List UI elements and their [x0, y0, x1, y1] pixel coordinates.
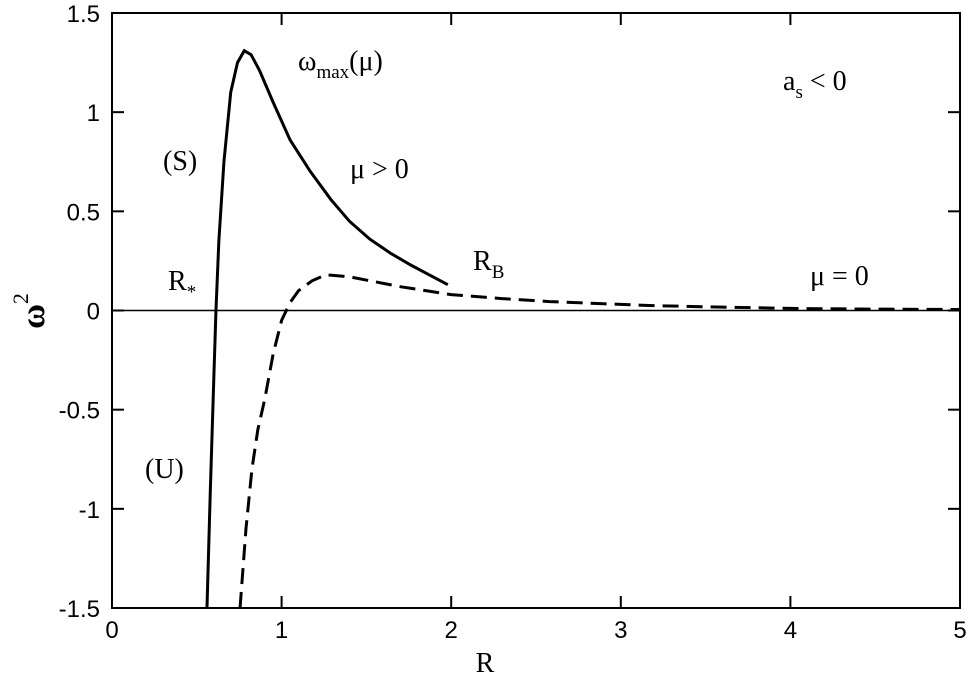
x-tick-label: 5: [953, 617, 966, 644]
annotation: ωmax(μ): [298, 46, 383, 83]
annotation-text: R: [473, 246, 492, 277]
y-tick-label: 0.5: [67, 199, 100, 226]
annotation-sub: B: [492, 262, 505, 283]
x-axis-label: R: [476, 648, 495, 677]
x-tick-label: 2: [445, 617, 458, 644]
x-tick-label: 4: [784, 617, 797, 644]
annotation-text: a: [783, 66, 796, 97]
annotation-after: (μ): [349, 46, 383, 77]
annotation: (S): [163, 146, 197, 177]
y-label-sup: 2: [8, 293, 33, 304]
series-line: [238, 273, 961, 609]
series-line: [205, 48, 449, 609]
annotation-text: R: [168, 266, 187, 297]
annotation-text: (S): [163, 146, 197, 177]
annotation-after: < 0: [803, 66, 847, 97]
y-tick-label: -1.5: [59, 596, 100, 623]
annotation-sub: s: [795, 82, 802, 103]
annotation: R*: [168, 266, 196, 303]
annotation: as < 0: [783, 66, 847, 103]
y-axis-label: ω2: [8, 293, 52, 329]
annotation-text: ω: [298, 46, 316, 77]
series-label: μ = 0: [810, 261, 869, 292]
annotation-sub: max: [316, 62, 349, 83]
x-tick-label: 0: [105, 617, 118, 644]
annotation-text: (U): [145, 454, 184, 485]
x-tick-label: 3: [614, 617, 627, 644]
y-tick-label: 0: [87, 299, 100, 326]
y-tick-label: 1.5: [67, 1, 100, 28]
x-tick-label: 1: [275, 617, 288, 644]
annotation: RB: [473, 246, 504, 283]
y-tick-label: 1: [87, 100, 100, 127]
y-axis-label-text: ω2: [8, 293, 52, 329]
annotation: (U): [145, 454, 184, 485]
series-label: μ > 0: [350, 154, 409, 185]
y-tick-label: -1: [79, 497, 100, 524]
y-label-base: ω: [15, 304, 52, 329]
annotation-sub: *: [187, 282, 197, 303]
y-tick-label: -0.5: [59, 398, 100, 425]
